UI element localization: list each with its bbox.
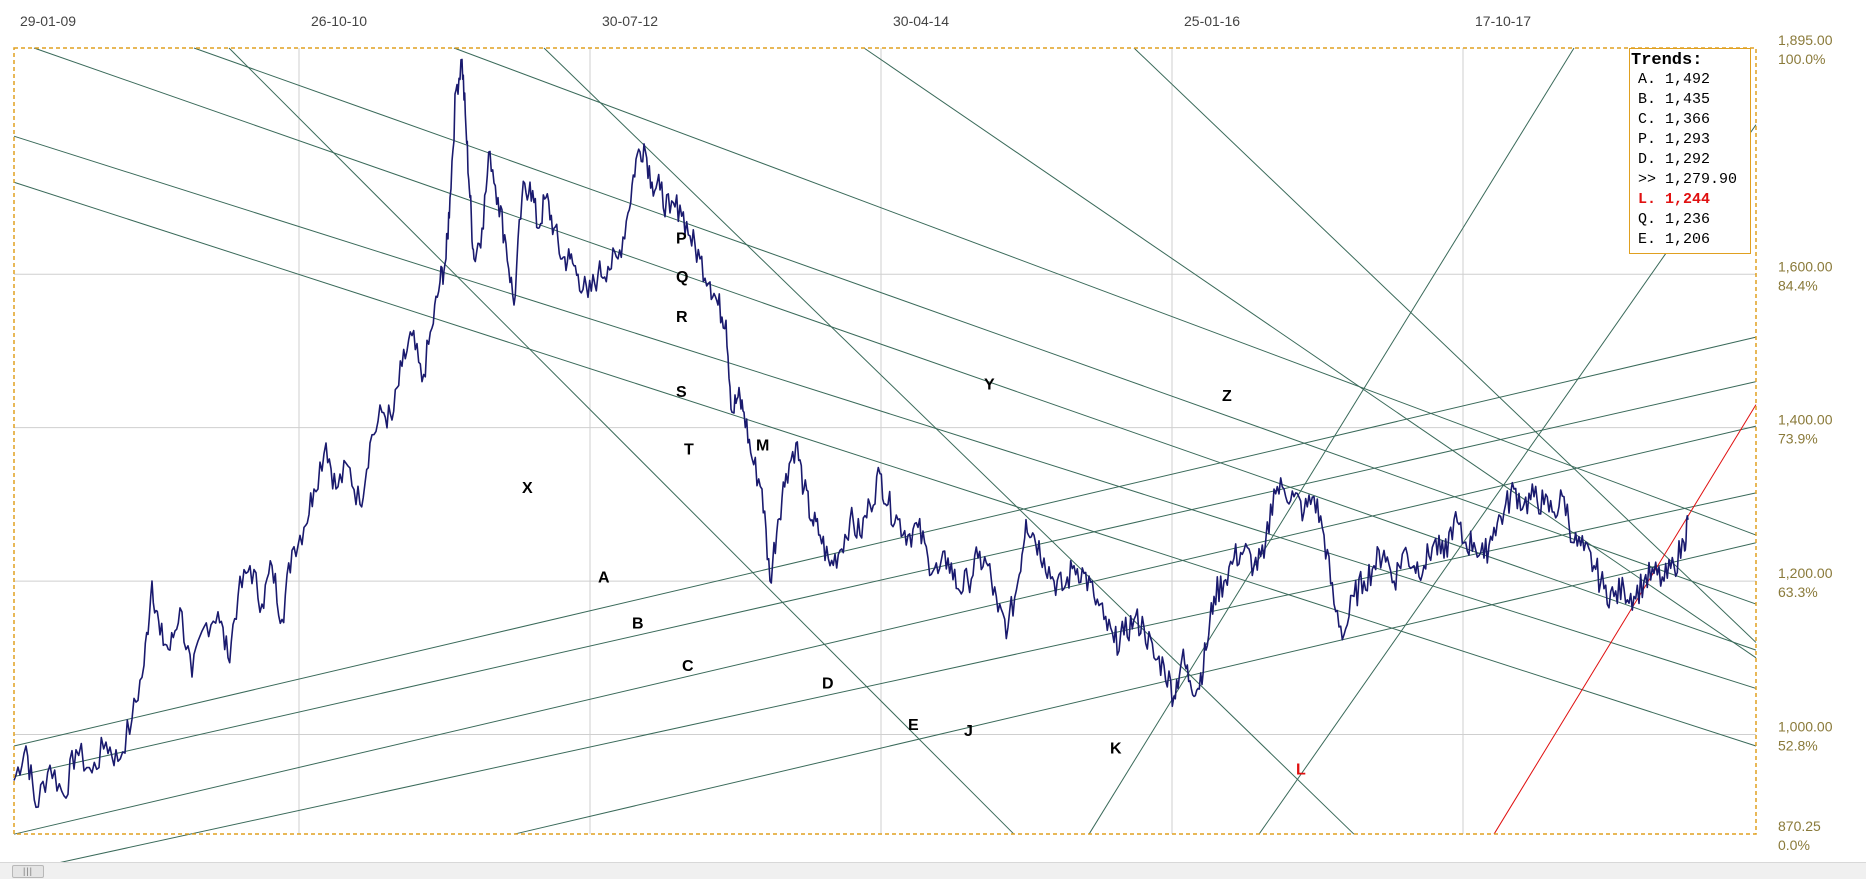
trends-rows: A. 1,492 B. 1,435 C. 1,366 P. 1,293 D. 1,292… <box>1630 70 1750 250</box>
y-tick-pct: 100.0% <box>1778 51 1825 67</box>
trend-line-p <box>453 47 1757 536</box>
x-tick-label: 17-10-17 <box>1475 13 1531 29</box>
trend-label-e: E <box>908 717 919 734</box>
trend-row-value: 1,236 <box>1665 211 1711 228</box>
trend-row: E. 1,206 <box>1630 230 1750 250</box>
trend-line-b <box>13 381 1757 778</box>
trend-line-j <box>1088 47 1575 835</box>
y-tick-label: 1,200.00 <box>1778 565 1833 581</box>
trend-label-j: J <box>964 723 973 740</box>
plot-frame <box>13 47 1757 835</box>
trend-row-value: 1,279.90 <box>1665 171 1738 188</box>
y-tick-label: 1,895.00 <box>1778 32 1833 48</box>
trend-letter-labels: P Q R S T M X A B C D E J K L Y Z <box>522 231 1306 779</box>
trend-label-c: C <box>682 658 694 675</box>
trend-label-t: T <box>684 442 694 459</box>
trend-row: A. 1,492 <box>1630 70 1750 90</box>
trend-line-l <box>1493 404 1757 835</box>
x-tick-label: 29-01-09 <box>20 13 76 29</box>
grid-lines <box>14 48 1756 834</box>
trend-label-l: L <box>1296 761 1306 778</box>
y-tick-pct: 0.0% <box>1778 837 1810 853</box>
trend-label-b: B <box>632 616 644 633</box>
trend-row-value: 1,435 <box>1665 91 1711 108</box>
trend-label-k: K <box>1110 741 1122 758</box>
trend-label-r: R <box>676 309 688 326</box>
trend-row-value: 1,206 <box>1665 231 1711 248</box>
trend-row: >> 1,279.90 <box>1630 170 1750 190</box>
trend-lines <box>13 47 1757 862</box>
trend-line-t <box>33 47 1757 651</box>
trend-row: P. 1,293 <box>1630 130 1750 150</box>
trends-title: Trends: <box>1631 51 1703 70</box>
trend-row: Q. 1,236 <box>1630 210 1750 230</box>
x-tick-label: 26-10-10 <box>311 13 367 29</box>
trend-row-value: 1,492 <box>1665 71 1711 88</box>
grip-lines-icon: ||| <box>22 866 33 876</box>
trends-legend-panel: Trends: A. 1,492 B. 1,435 C. 1,366 P. 1,293… <box>1629 48 1751 254</box>
trend-row-label: P. <box>1638 131 1657 148</box>
y-tick-pct: 84.4% <box>1778 277 1818 293</box>
trend-line-x <box>228 47 1015 835</box>
trend-line-d <box>60 492 1757 862</box>
trend-line-c <box>13 425 1757 835</box>
y-tick-label: 870.25 <box>1778 818 1821 834</box>
trend-row: B. 1,435 <box>1630 90 1750 110</box>
trend-line-r <box>13 135 1757 689</box>
trend-label-a: A <box>598 570 610 587</box>
trend-row-label: C. <box>1638 111 1657 128</box>
trend-label-x: X <box>522 480 533 497</box>
trend-row-label: L. <box>1638 191 1657 208</box>
trend-row-label: A. <box>1638 71 1657 88</box>
trend-label-y: Y <box>984 376 995 393</box>
trend-line-a <box>13 336 1757 747</box>
trend-label-z: Z <box>1222 388 1232 405</box>
x-tick-label: 30-04-14 <box>893 13 949 29</box>
price-series-line <box>13 58 1689 809</box>
trend-row-label: Q. <box>1638 211 1657 228</box>
trend-row-value: 1,366 <box>1665 111 1711 128</box>
trend-row-label: D. <box>1638 151 1657 168</box>
scroll-thumb[interactable]: ||| <box>12 865 44 878</box>
trend-row: D. 1,292 <box>1630 150 1750 170</box>
y-axis-labels: 1,895.00 100.0% 1,600.00 84.4% 1,400.00 73.9%… <box>1778 32 1833 853</box>
y-tick-pct: 63.3% <box>1778 584 1818 600</box>
trend-row-label: E. <box>1638 231 1657 248</box>
trend-label-d: D <box>822 675 834 692</box>
y-tick-pct: 52.8% <box>1778 737 1818 753</box>
x-axis-labels: 29-01-09 26-10-10 30-07-12 30-04-14 25-01-16… <box>20 13 1531 29</box>
x-tick-label: 25-01-16 <box>1184 13 1240 29</box>
trend-row-label: B. <box>1638 91 1657 108</box>
trend-line-z <box>1133 47 1757 643</box>
trend-row-value: 1,292 <box>1665 151 1711 168</box>
y-tick-label: 1,600.00 <box>1778 258 1833 274</box>
trend-row: C. 1,366 <box>1630 110 1750 130</box>
y-tick-label: 1,400.00 <box>1778 412 1833 428</box>
trend-line-s <box>13 181 1757 747</box>
price-series <box>13 58 1689 809</box>
trend-row-value: 1,293 <box>1665 131 1711 148</box>
trend-label-q: Q <box>676 269 688 286</box>
trend-line-e <box>513 542 1757 835</box>
trend-row: L. 1,244 <box>1630 190 1750 210</box>
y-tick-pct: 73.9% <box>1778 431 1818 447</box>
trend-row-label: >> <box>1638 171 1657 188</box>
trend-label-p: P <box>676 231 687 248</box>
trend-line-m <box>543 47 1355 835</box>
y-tick-label: 1,000.00 <box>1778 718 1833 734</box>
horizontal-scrollbar[interactable]: ||| <box>0 862 1866 879</box>
trend-label-s: S <box>676 384 687 401</box>
x-tick-label: 30-07-12 <box>602 13 658 29</box>
trend-label-m: M <box>756 438 769 455</box>
trend-row-value: 1,244 <box>1665 191 1711 208</box>
trend-line-y <box>863 47 1757 659</box>
